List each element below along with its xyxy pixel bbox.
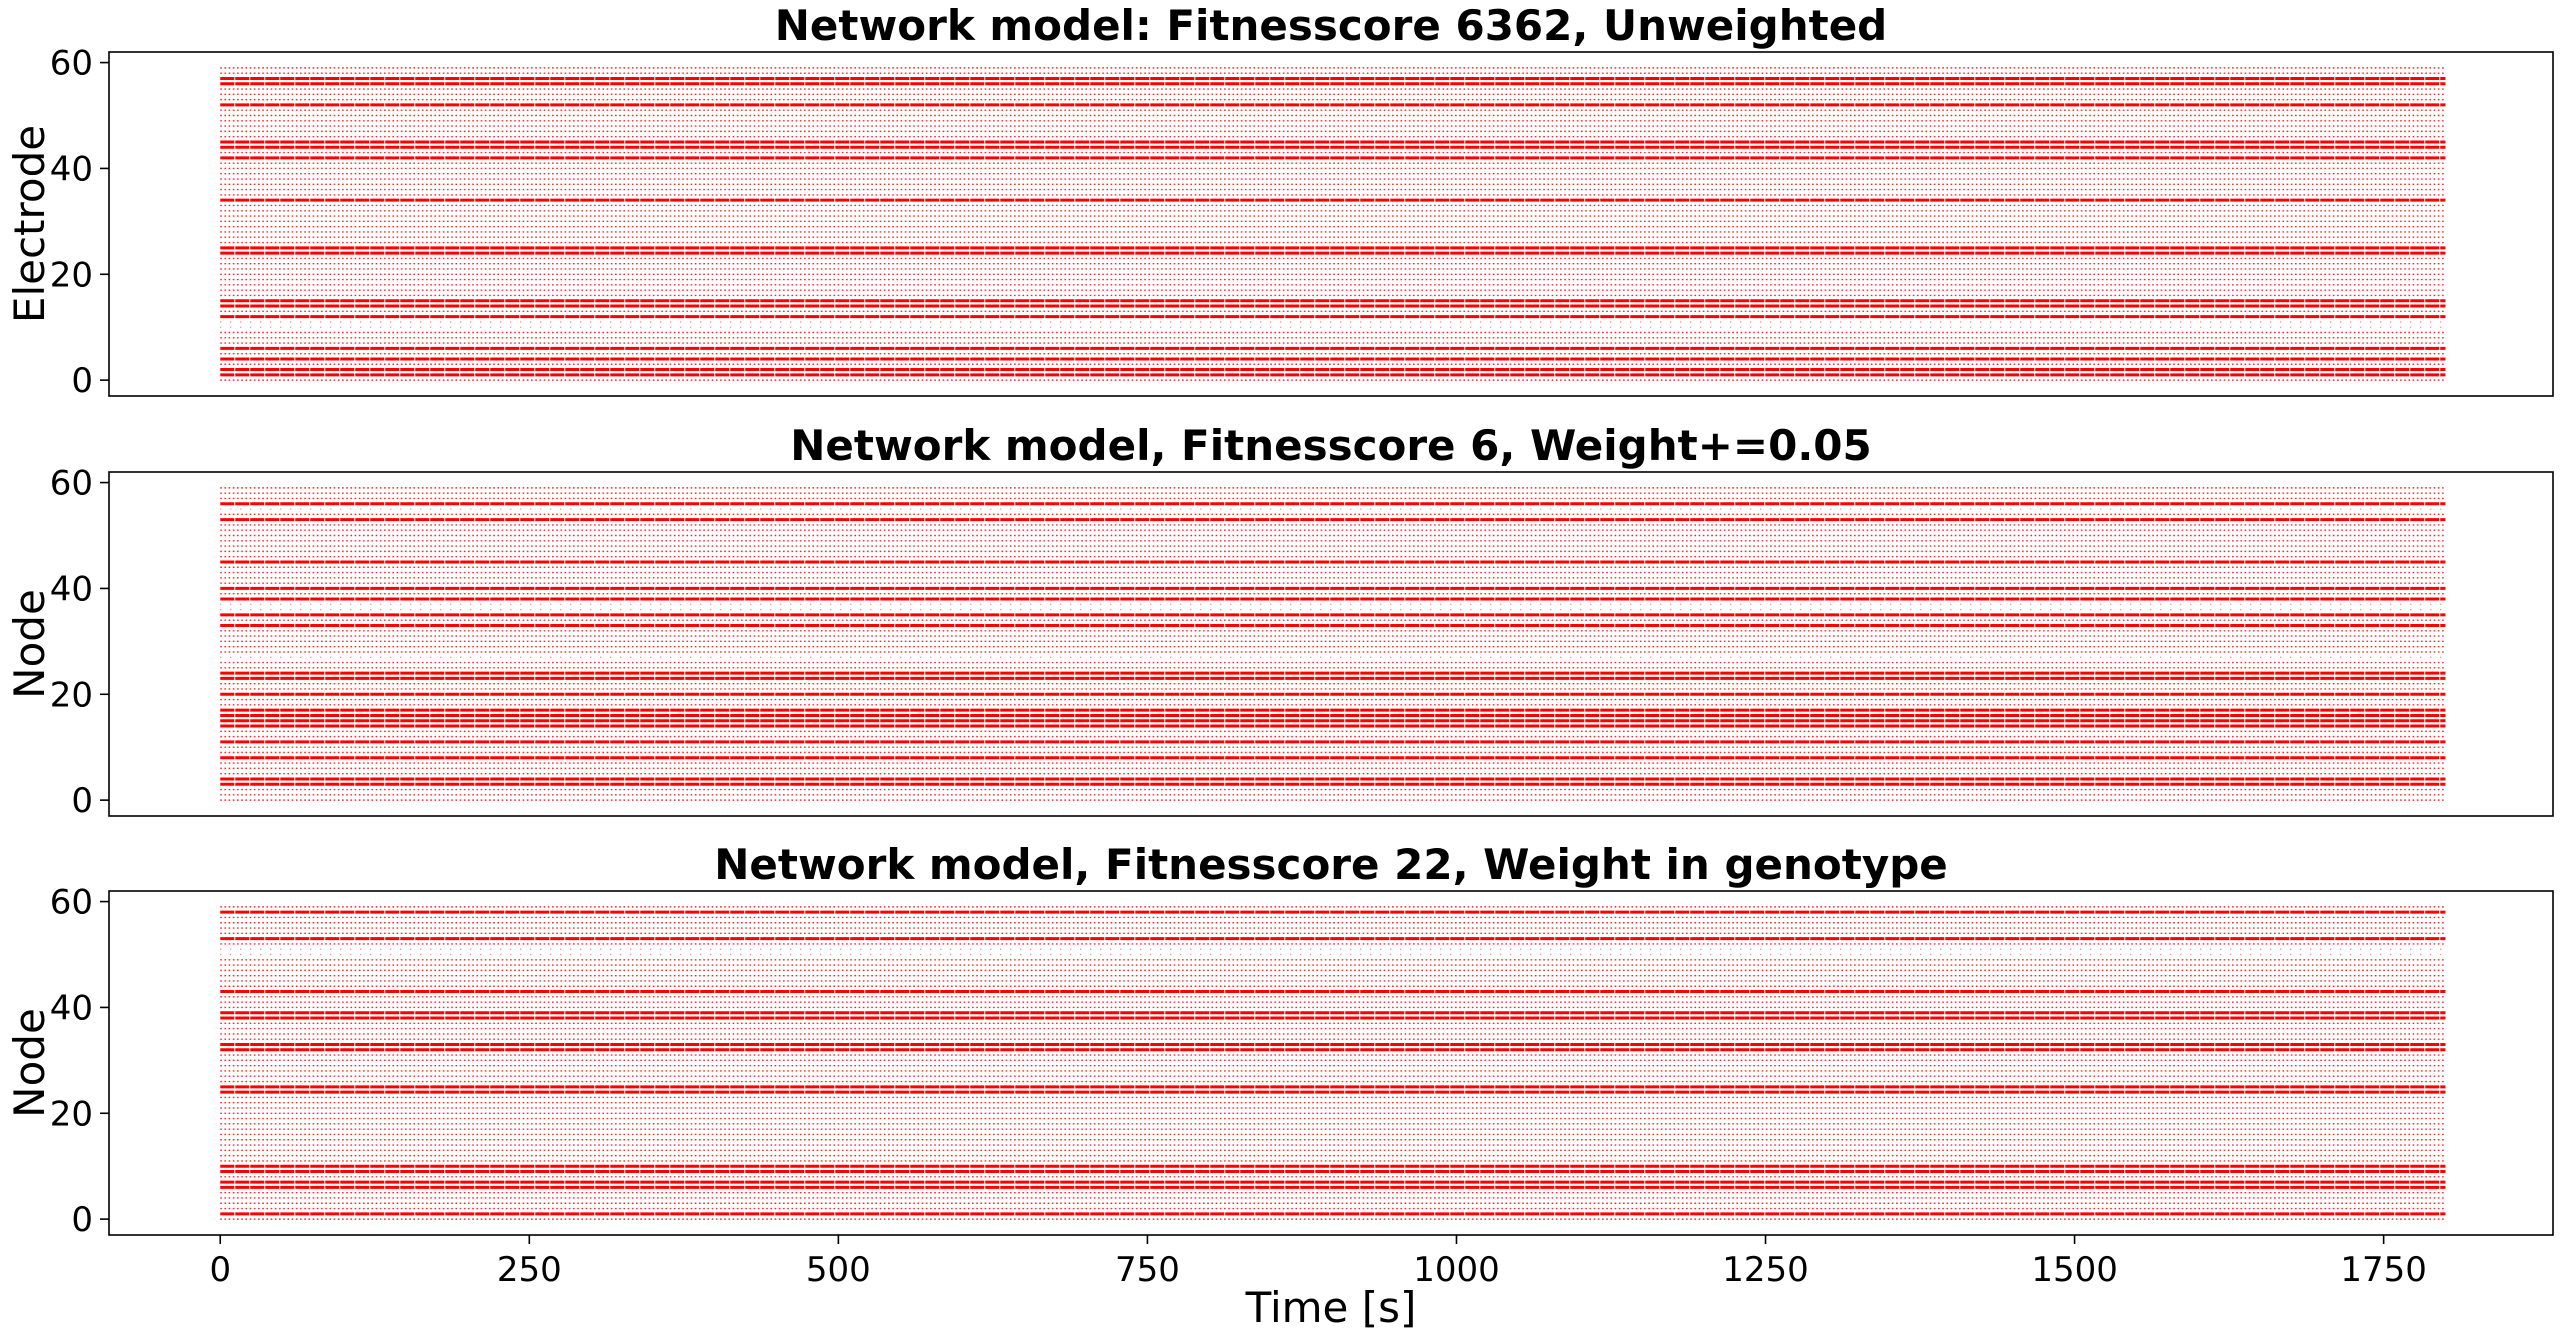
y-axis-label: Node	[5, 589, 54, 699]
axes-frame	[108, 51, 2554, 397]
panel-3: 0 20 40 60 0 250 500 750 1000 1250 1500 1750 Network…	[5, 840, 2554, 1332]
y-tick-label: 20	[50, 675, 93, 715]
panel-2: 0 20 40 60 Network model, Fitnesscore 6, Wei…	[5, 421, 2554, 821]
panel-1: 0 20 40 60 Network model: Fitnesscore 6362, …	[5, 1, 2554, 401]
x-tick-label: 0	[209, 1250, 231, 1290]
axes-frame	[108, 471, 2554, 817]
panel-title: Network model, Fitnesscore 22, Weight in…	[714, 840, 1948, 889]
y-tick-label: 0	[71, 1200, 93, 1240]
x-tick-label: 250	[497, 1250, 562, 1290]
y-axis-label: Electrode	[5, 125, 54, 323]
spike-raster	[220, 906, 2446, 1220]
y-tick-label: 0	[71, 361, 93, 401]
y-tick-label: 40	[50, 988, 93, 1028]
y-tick-label: 60	[50, 44, 93, 84]
axes-frame	[108, 890, 2554, 1236]
spike-raster	[220, 487, 2446, 801]
x-tick-label: 1250	[1722, 1250, 1809, 1290]
panel-title: Network model, Fitnesscore 6, Weight+=0.…	[790, 421, 1871, 470]
y-tick-label: 40	[50, 149, 93, 189]
y-tick-label: 0	[71, 781, 93, 821]
y-tick-label: 20	[50, 255, 93, 295]
x-tick-label: 500	[806, 1250, 871, 1290]
y-tick-label: 40	[50, 569, 93, 609]
x-axis-label: Time [s]	[1245, 1283, 1417, 1332]
panel-title: Network model: Fitnesscore 6362, Unweigh…	[775, 1, 1888, 50]
y-tick-label: 60	[50, 464, 93, 504]
x-tick-label: 750	[1115, 1250, 1180, 1290]
x-tick-label: 1500	[2031, 1250, 2118, 1290]
x-tick-label: 1750	[2340, 1250, 2427, 1290]
spike-raster	[220, 67, 2446, 381]
y-axis-label: Node	[5, 1008, 54, 1118]
y-tick-label: 60	[50, 883, 93, 923]
y-tick-label: 20	[50, 1094, 93, 1134]
x-tick-label: 1000	[1413, 1250, 1500, 1290]
